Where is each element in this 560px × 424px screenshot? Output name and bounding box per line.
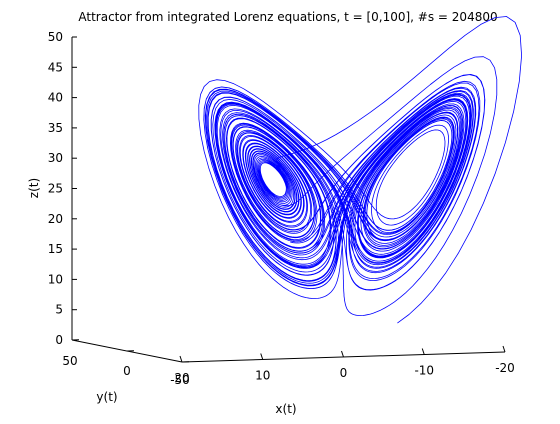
- z-tick-label: 20: [48, 212, 63, 226]
- z-tick-label: 0: [55, 333, 63, 347]
- attractor-trajectory: [199, 17, 522, 324]
- z-tick-label: 25: [48, 182, 63, 196]
- chart-title: Attractor from integrated Lorenz equatio…: [78, 10, 497, 24]
- x-tick-mark: [422, 349, 424, 355]
- x-tick-mark: [342, 351, 344, 357]
- x-tick-label: -20: [495, 361, 515, 375]
- y-tick-label: 50: [62, 354, 77, 368]
- z-tick-label: 10: [48, 272, 63, 286]
- y-axis-label: y(t): [96, 390, 117, 404]
- x-tick-label: 10: [255, 369, 270, 383]
- lorenz-trajectory-line: [199, 17, 522, 324]
- z-tick-label: 40: [48, 91, 63, 105]
- x-tick-label: 20: [174, 371, 189, 385]
- z-tick-label: 35: [48, 121, 63, 135]
- y-tick-label: 0: [123, 364, 131, 378]
- y-axis-ticks: 500-50: [62, 340, 189, 387]
- z-axis-ticks: 0 5 10 15 20 25 30 35 40 45 50: [48, 30, 77, 347]
- z-tick-label: 15: [48, 242, 63, 256]
- x-tick-mark: [261, 354, 263, 360]
- x-axis-ticks: 20 10 0 -10 -20: [174, 346, 514, 385]
- z-tick-label: 30: [48, 151, 63, 165]
- z-tick-label: 50: [48, 30, 63, 44]
- x-tick-label: 0: [340, 366, 348, 380]
- z-tick-label: 45: [48, 60, 63, 74]
- z-tick-label: 5: [55, 303, 63, 317]
- x-tick-mark: [180, 356, 182, 362]
- x-tick-mark: [503, 346, 505, 352]
- x-tick-label: -10: [414, 364, 434, 378]
- x-axis-label: x(t): [275, 402, 296, 416]
- z-axis-label: z(t): [27, 178, 41, 198]
